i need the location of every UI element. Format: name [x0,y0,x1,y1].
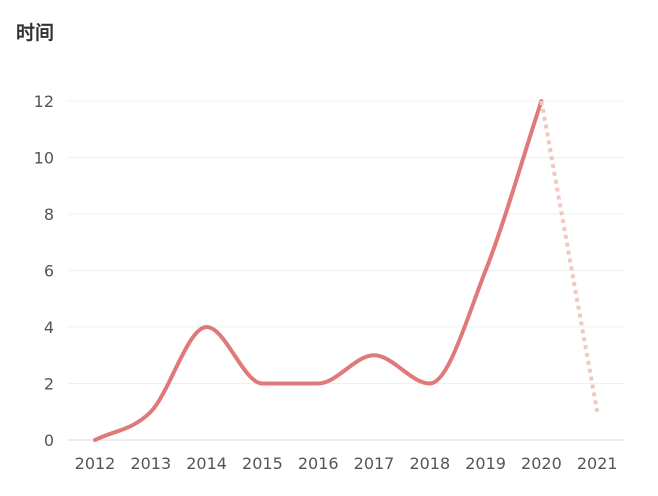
grid-lines [68,100,625,384]
y-tick-label: 10 [34,149,54,168]
tick-labels: 0 2 4 6 8 10 12 2012 2013 2014 2015 2016 2017 2018 201… [34,92,618,473]
series-line-actual [93,99,544,442]
y-tick-label: 6 [44,262,54,281]
x-tick-label: 2021 [577,454,618,473]
x-tick-label: 2020 [521,454,562,473]
x-tick-label: 2016 [298,454,339,473]
x-tick-label: 2013 [130,454,171,473]
y-tick-label: 0 [44,431,54,450]
series-line-forecast [539,100,600,413]
x-tick-label: 2018 [409,454,450,473]
x-tick-label: 2012 [75,454,116,473]
series-lines [93,99,600,442]
x-tick-label: 2019 [465,454,506,473]
x-tick-label: 2017 [354,454,395,473]
y-tick-label: 4 [44,318,54,337]
y-tick-label: 2 [44,375,54,394]
y-tick-label: 8 [44,205,54,224]
x-tick-label: 2015 [242,454,283,473]
chart-title: 时间 [16,22,55,44]
y-tick-label: 12 [34,92,54,111]
x-tick-label: 2014 [186,454,227,473]
